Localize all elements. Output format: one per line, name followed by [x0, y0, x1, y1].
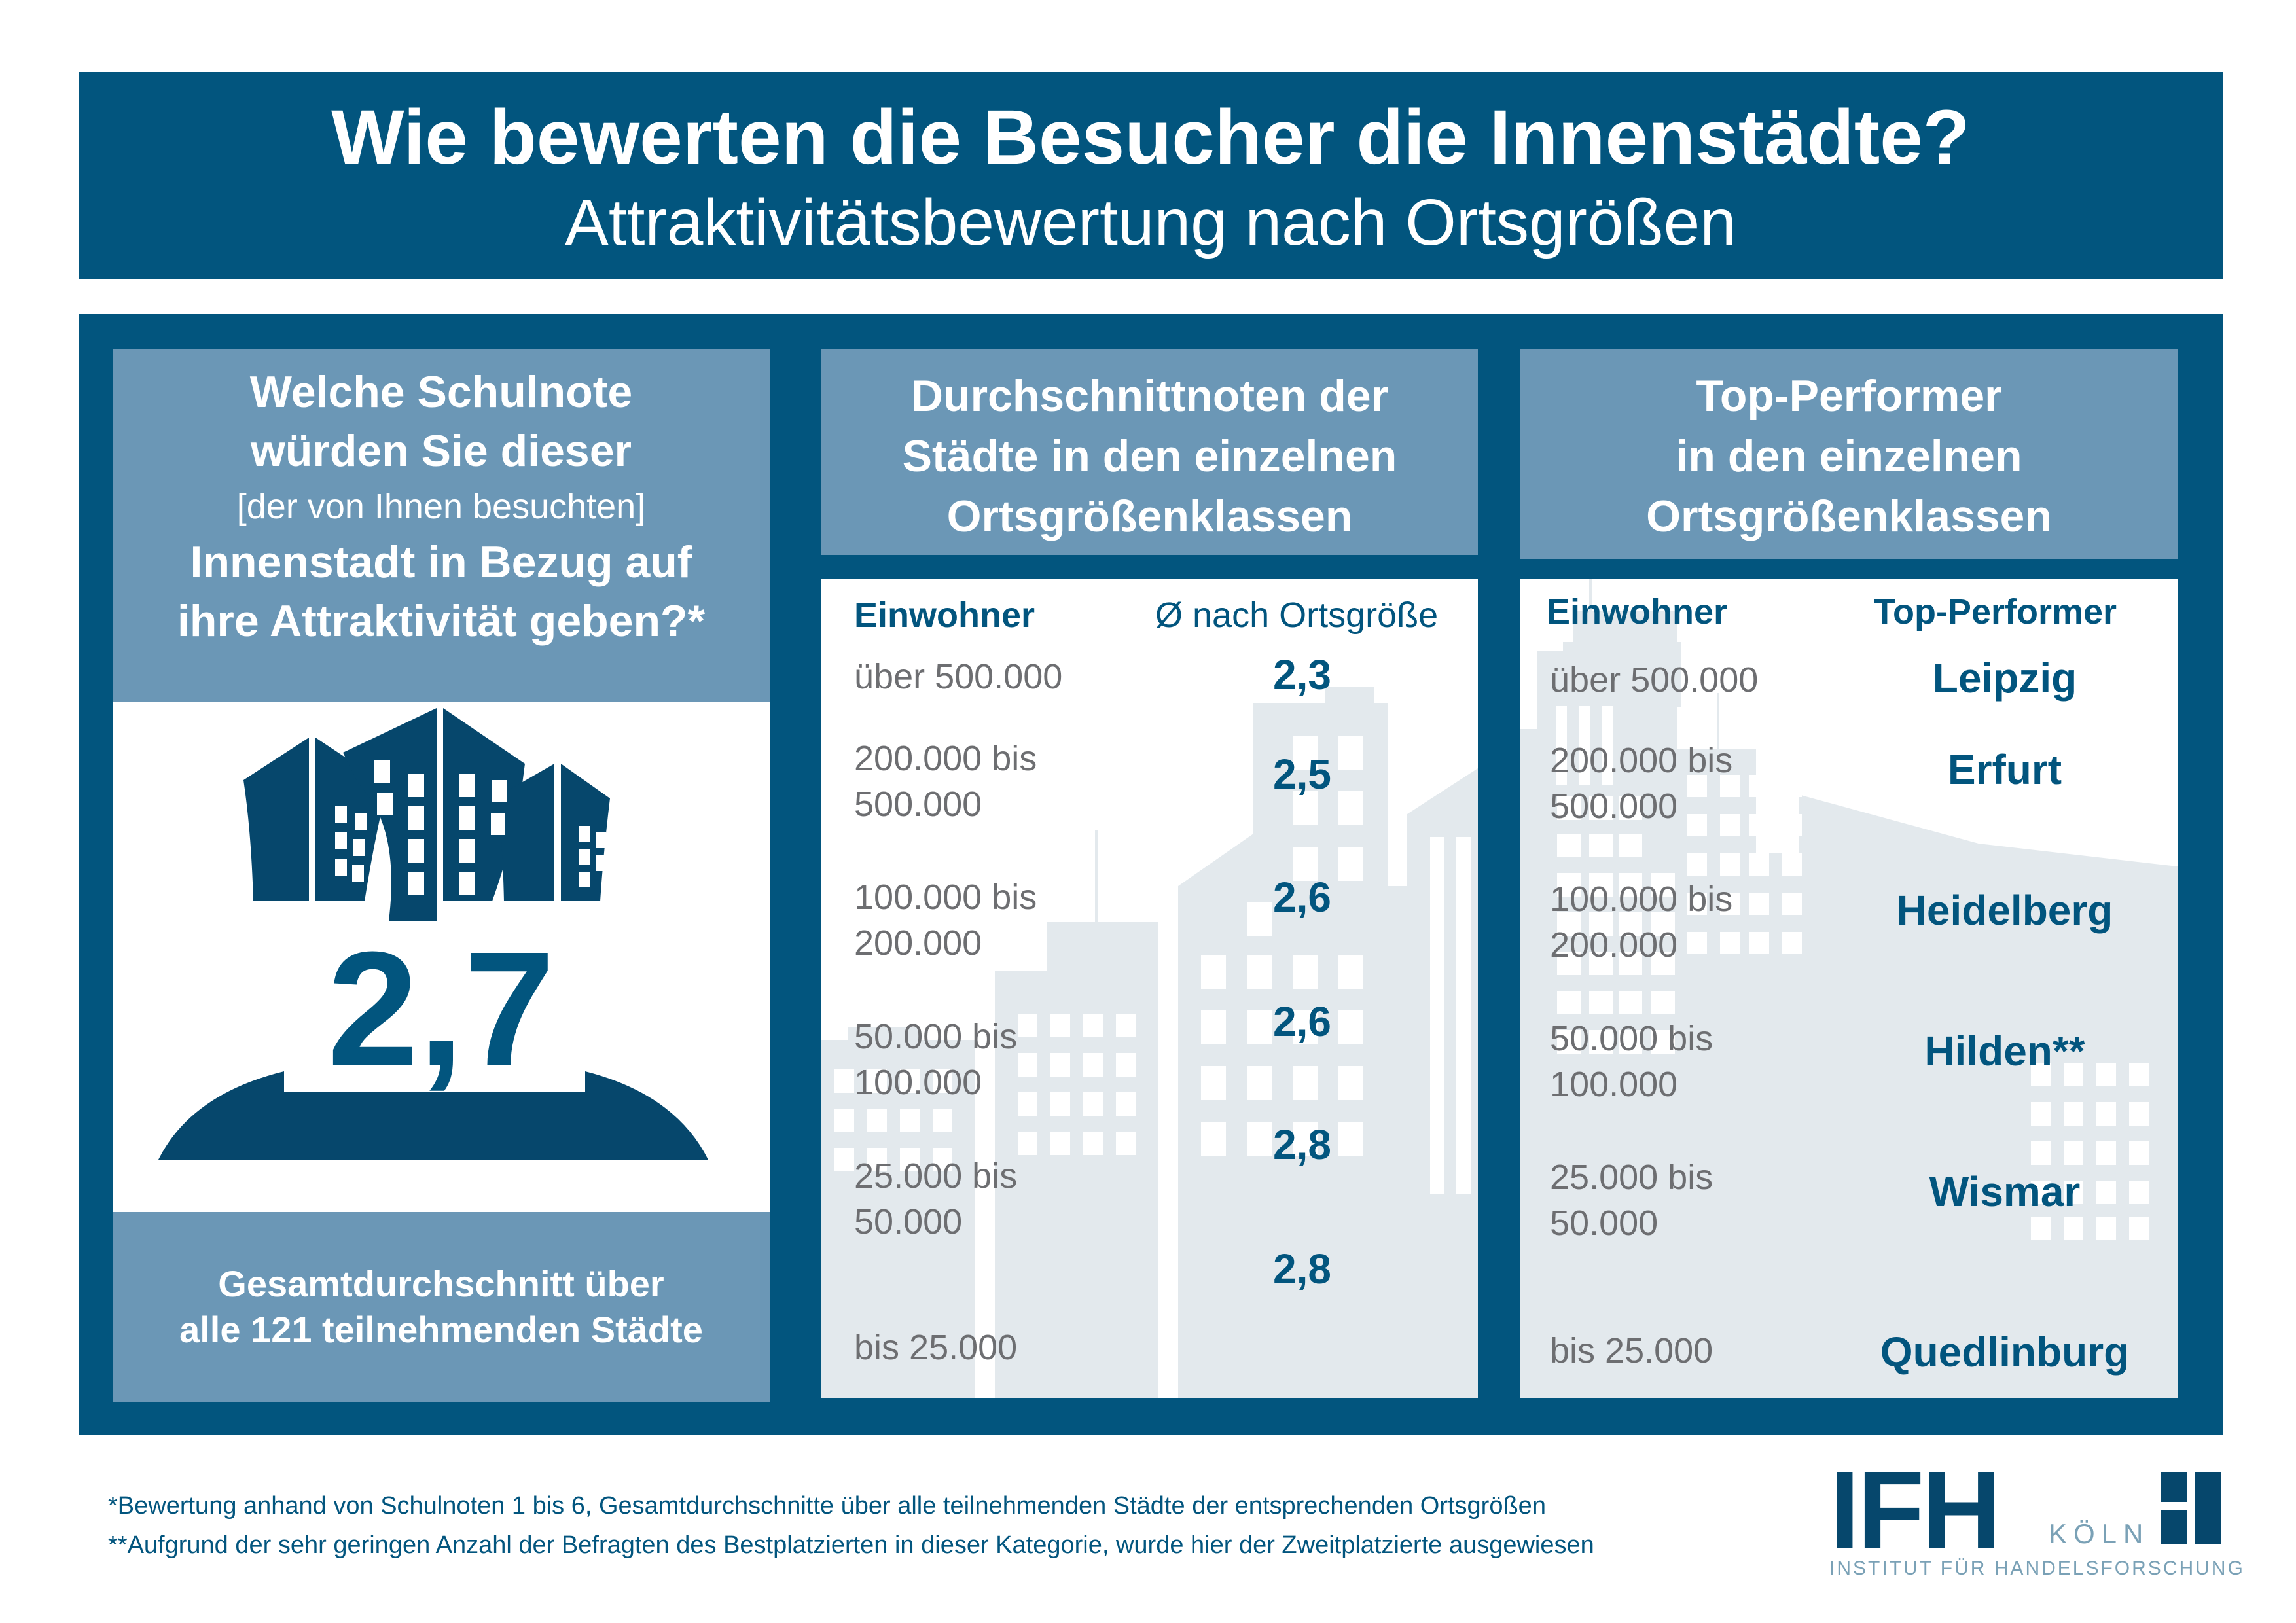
page-title: Wie bewerten die Besucher die Innenstädt…: [331, 94, 1970, 181]
footnote: *Bewertung anhand von Schulnoten 1 bis 6…: [108, 1492, 1546, 1520]
header-line: Städte in den einzelnen: [902, 431, 1397, 481]
top-performer-table: Einwohner Top-Performer über 500.000 Lei…: [1520, 579, 2178, 1398]
top-performer-city: Wismar: [1929, 1168, 2081, 1215]
population-range: 25.000 bis: [854, 1156, 1018, 1196]
top-performer-city: Erfurt: [1947, 746, 2062, 793]
average-grade: 2,6: [1273, 874, 1331, 921]
column-header-population: Einwohner: [854, 596, 1035, 635]
question-line: Innenstadt in Bezug auf: [190, 537, 692, 587]
logo-city: KÖLN: [2049, 1518, 2150, 1549]
population-range: 50.000: [854, 1202, 963, 1241]
population-range: 25.000 bis: [1550, 1158, 1713, 1197]
logo-mark: IFH: [1829, 1448, 2001, 1571]
population-range: 200.000 bis: [1550, 741, 1733, 780]
caption-line: Gesamtdurchschnitt über: [218, 1263, 664, 1304]
population-range: über 500.000: [854, 657, 1063, 696]
column-header-top-performer: Top-Performer: [1874, 592, 2117, 632]
average-grade: 2,3: [1273, 651, 1331, 698]
question-line: ihre Attraktivität geben?*: [177, 596, 706, 646]
page-subtitle: Attraktivitätsbewertung nach Ortsgrößen: [565, 186, 1736, 259]
footnote: **Aufgrund der sehr geringen Anzahl der …: [108, 1531, 1594, 1559]
top-performer-city: Heidelberg: [1896, 887, 2113, 934]
caption-line: alle 121 teilnehmenden Städte: [179, 1309, 703, 1350]
population-range: 100.000: [1550, 1065, 1678, 1104]
average-grade: 2,8: [1273, 1245, 1331, 1293]
population-range: 100.000 bis: [854, 878, 1037, 917]
population-range: bis 25.000: [1550, 1331, 1713, 1370]
averages-table: Einwohner Ø nach Ortsgröße über 500.000 …: [821, 579, 1478, 1398]
population-range: bis 25.000: [854, 1328, 1018, 1367]
header-line: Ortsgrößenklassen: [1646, 491, 2052, 541]
averages-header: Durchschnittnoten der Städte in den einz…: [821, 349, 1478, 555]
top-performer-city: Hilden**: [1924, 1027, 2085, 1075]
ifh-logo: IFH KÖLN INSTITUT FÜR HANDELSFORSCHUNG: [1829, 1454, 2243, 1590]
question-line: Welche Schulnote: [249, 367, 633, 417]
top-performer-city: Quedlinburg: [1880, 1329, 2130, 1376]
population-range: 100.000: [854, 1063, 982, 1102]
header-line: in den einzelnen: [1676, 431, 2022, 481]
overall-score-card: 2,7: [113, 702, 770, 1212]
average-grade: 2,5: [1273, 751, 1331, 798]
question-line: würden Sie dieser: [251, 426, 632, 476]
population-range: 200.000: [1550, 925, 1678, 965]
average-grade: 2,6: [1273, 998, 1331, 1045]
population-range: 500.000: [854, 785, 982, 824]
population-range: über 500.000: [1550, 660, 1759, 700]
population-range: 50.000 bis: [1550, 1019, 1713, 1058]
population-range: 200.000: [854, 923, 982, 963]
column-header-population: Einwohner: [1547, 592, 1728, 632]
population-range: 50.000: [1550, 1204, 1659, 1243]
overall-score: 2,7: [327, 918, 555, 1100]
overall-score-caption: Gesamtdurchschnitt über alle 121 teilneh…: [113, 1212, 770, 1402]
population-range: 100.000 bis: [1550, 880, 1733, 919]
skyline-background: [1520, 579, 2178, 1398]
header-line: Top-Performer: [1696, 371, 2002, 421]
logo-tagline: INSTITUT FÜR HANDELSFORSCHUNG: [1829, 1558, 2245, 1579]
header-line: Ortsgrößenklassen: [946, 491, 1353, 541]
population-range: 500.000: [1550, 787, 1678, 826]
question-header: Welche Schulnote würden Sie dieser [der …: [113, 349, 770, 702]
top-performer-header: Top-Performer in den einzelnen Ortsgröße…: [1520, 349, 2178, 559]
title-banner: Wie bewerten die Besucher die Innenstädt…: [79, 72, 2223, 279]
average-grade: 2,8: [1273, 1121, 1331, 1168]
header-line: Durchschnittnoten der: [910, 371, 1389, 421]
population-range: 50.000 bis: [854, 1017, 1018, 1056]
city-buildings-icon: [158, 708, 708, 1160]
logo-grid-icon: [2161, 1472, 2233, 1544]
top-performer-city: Leipzig: [1932, 654, 2077, 702]
question-line: [der von Ihnen besuchten]: [236, 487, 646, 526]
population-range: 200.000 bis: [854, 739, 1037, 778]
skyline-background: [821, 687, 1478, 1398]
column-header-average: Ø nach Ortsgröße: [1155, 596, 1439, 635]
